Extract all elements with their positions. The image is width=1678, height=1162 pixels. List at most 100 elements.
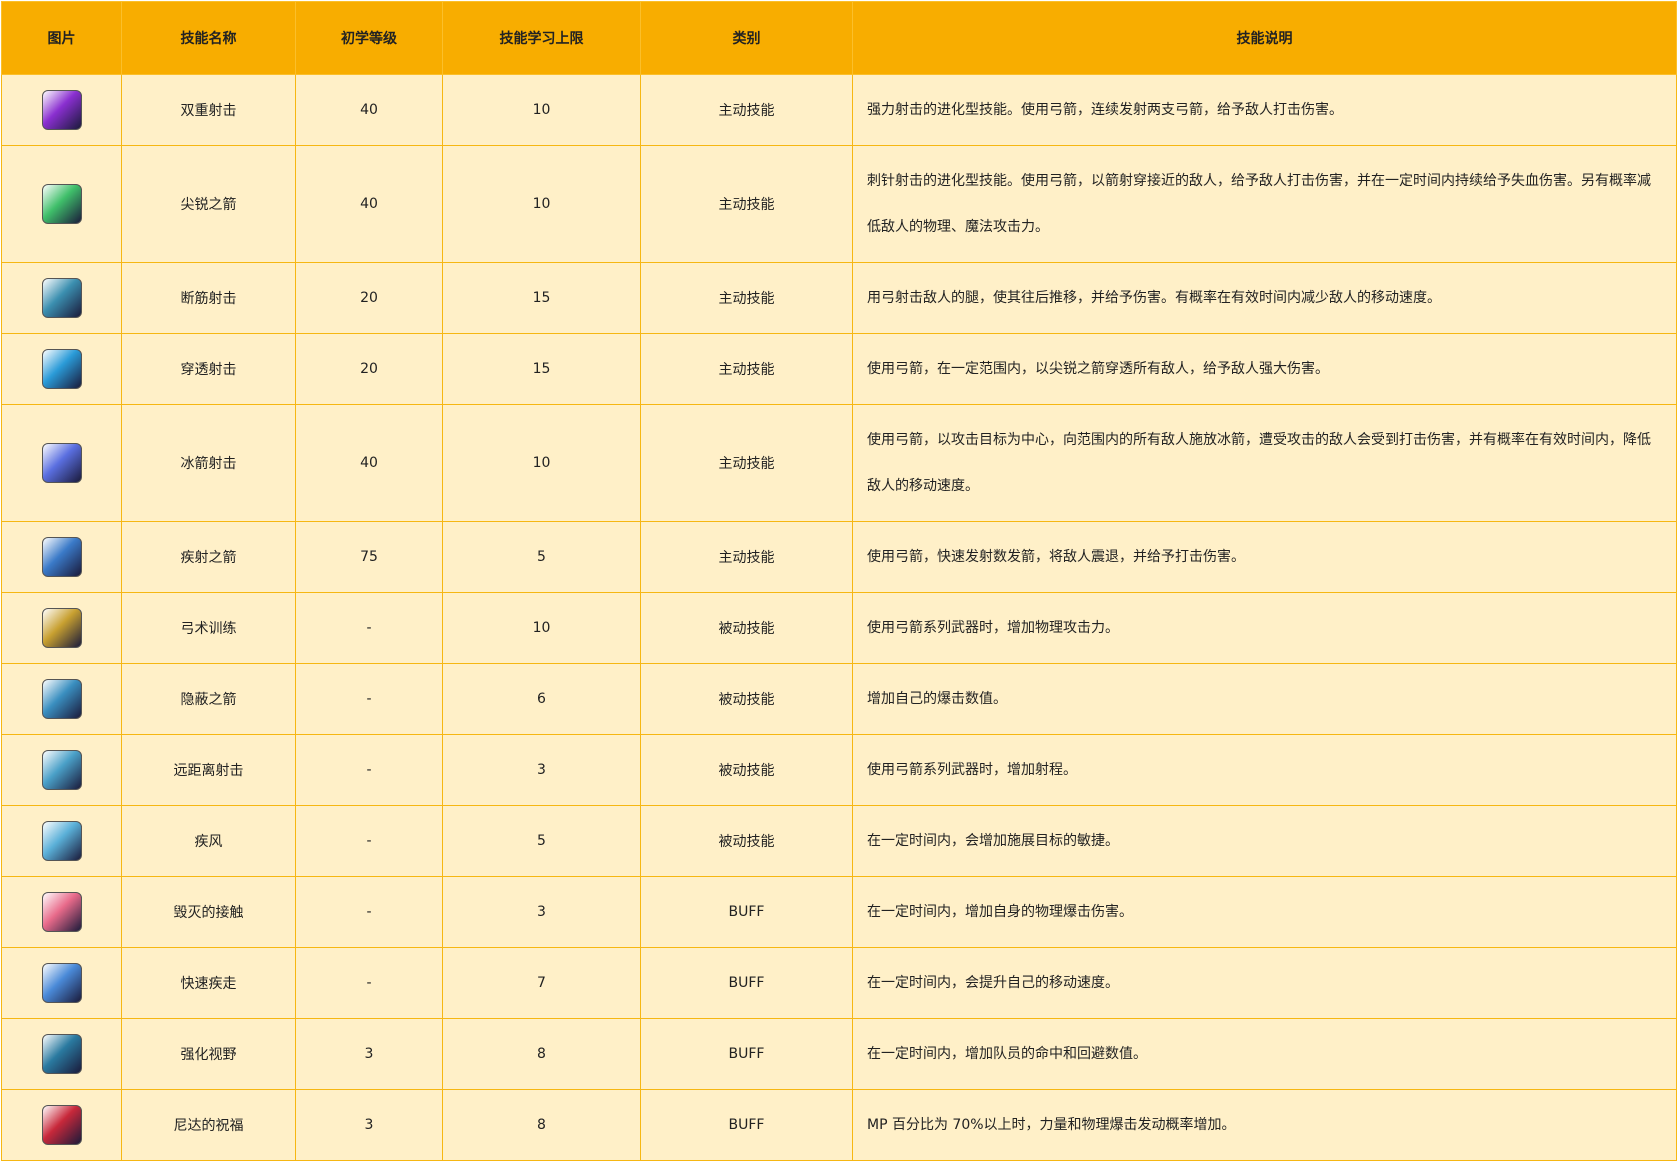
icon-cell — [1, 74, 122, 146]
icon-cell — [1, 145, 122, 263]
max-level: 10 — [442, 404, 641, 522]
skill-name: 双重射击 — [121, 74, 296, 146]
skill-name: 穿透射击 — [121, 333, 296, 405]
max-level: 3 — [442, 734, 641, 806]
start-level: - — [295, 947, 443, 1019]
skill-name: 疾射之箭 — [121, 521, 296, 593]
skill-type: BUFF — [640, 1018, 853, 1090]
skill-type: 主动技能 — [640, 262, 853, 334]
skill-type: BUFF — [640, 876, 853, 948]
skill-name: 尖锐之箭 — [121, 145, 296, 263]
table-row: 强化视野 3 8 BUFF 在一定时间内，增加队员的命中和回避数值。 — [1, 1018, 1677, 1090]
long-range-icon — [41, 750, 82, 790]
skill-description: MP 百分比为 70%以上时，力量和物理爆击发动概率增加。 — [852, 1089, 1677, 1161]
max-level: 7 — [442, 947, 641, 1019]
icon-cell — [1, 333, 122, 405]
sharp-arrow-icon — [41, 184, 82, 224]
skill-description: 使用弓箭系列武器时，增加射程。 — [852, 734, 1677, 806]
table-row: 双重射击 40 10 主动技能 强力射击的进化型技能。使用弓箭，连续发射两支弓箭，给予敌… — [1, 74, 1677, 146]
start-level: 40 — [295, 145, 443, 263]
skill-type: 被动技能 — [640, 805, 853, 877]
column-header: 初学等级 — [295, 1, 443, 75]
icon-cell — [1, 592, 122, 664]
max-level: 15 — [442, 262, 641, 334]
icon-cell — [1, 521, 122, 593]
max-level: 6 — [442, 663, 641, 735]
start-level: - — [295, 876, 443, 948]
skill-type: 主动技能 — [640, 333, 853, 405]
skill-description: 用弓射击敌人的腿，使其往后推移，并给予伤害。有概率在有效时间内减少敌人的移动速度… — [852, 262, 1677, 334]
icon-cell — [1, 947, 122, 1019]
column-header: 图片 — [1, 1, 122, 75]
table-row: 尼达的祝福 3 8 BUFF MP 百分比为 70%以上时，力量和物理爆击发动概率增加。 — [1, 1089, 1677, 1161]
skill-type: 被动技能 — [640, 592, 853, 664]
skill-description: 使用弓箭，在一定范围内，以尖锐之箭穿透所有敌人，给予敌人强大伤害。 — [852, 333, 1677, 405]
start-level: 75 — [295, 521, 443, 593]
table-row: 冰箭射击 40 10 主动技能 使用弓箭，以攻击目标为中心，向范围内的所有敌人施放冰箭，… — [1, 404, 1677, 522]
skill-description: 在一定时间内，增加自身的物理爆击伤害。 — [852, 876, 1677, 948]
column-header: 技能学习上限 — [442, 1, 641, 75]
skill-name: 远距离射击 — [121, 734, 296, 806]
start-level: - — [295, 592, 443, 664]
icon-cell — [1, 876, 122, 948]
gale-icon — [41, 821, 82, 861]
table-row: 断筋射击 20 15 主动技能 用弓射击敌人的腿，使其往后推移，并给予伤害。有概率在有效… — [1, 262, 1677, 334]
skill-type: BUFF — [640, 1089, 853, 1161]
skill-description: 使用弓箭系列武器时，增加物理攻击力。 — [852, 592, 1677, 664]
start-level: 20 — [295, 262, 443, 334]
max-level: 10 — [442, 74, 641, 146]
skill-name: 断筋射击 — [121, 262, 296, 334]
skill-description: 刺针射击的进化型技能。使用弓箭，以箭射穿接近的敌人，给予敌人打击伤害，并在一定时… — [852, 145, 1677, 263]
enhanced-vision-icon — [41, 1034, 82, 1074]
skill-name: 弓术训练 — [121, 592, 296, 664]
start-level: - — [295, 734, 443, 806]
table-row: 隐蔽之箭 -6 被动技能 增加自己的爆击数值。 — [1, 663, 1677, 735]
skill-name: 毁灭的接触 — [121, 876, 296, 948]
skill-name: 冰箭射击 — [121, 404, 296, 522]
skill-type: 主动技能 — [640, 404, 853, 522]
double-shot-icon — [41, 90, 82, 130]
icon-cell — [1, 262, 122, 334]
max-level: 5 — [442, 521, 641, 593]
nida-blessing-icon — [41, 1105, 82, 1145]
skill-type: 主动技能 — [640, 521, 853, 593]
archery-training-icon — [41, 608, 82, 648]
skill-type: 主动技能 — [640, 145, 853, 263]
column-header: 技能说明 — [852, 1, 1677, 75]
skill-description: 在一定时间内，会增加施展目标的敏捷。 — [852, 805, 1677, 877]
skill-description: 使用弓箭，以攻击目标为中心，向范围内的所有敌人施放冰箭，遭受攻击的敌人会受到打击… — [852, 404, 1677, 522]
skill-description: 使用弓箭，快速发射数发箭，将敌人震退，并给予打击伤害。 — [852, 521, 1677, 593]
skill-description: 强力射击的进化型技能。使用弓箭，连续发射两支弓箭，给予敌人打击伤害。 — [852, 74, 1677, 146]
max-level: 3 — [442, 876, 641, 948]
table-row: 疾射之箭 75 5 主动技能 使用弓箭，快速发射数发箭，将敌人震退，并给予打击伤害。 — [1, 521, 1677, 593]
start-level: 40 — [295, 74, 443, 146]
start-level: 40 — [295, 404, 443, 522]
start-level: - — [295, 805, 443, 877]
table-row: 疾风 -5 被动技能 在一定时间内，会增加施展目标的敏捷。 — [1, 805, 1677, 877]
skill-name: 强化视野 — [121, 1018, 296, 1090]
icon-cell — [1, 1018, 122, 1090]
max-level: 10 — [442, 145, 641, 263]
table-row: 毁灭的接触 -3 BUFF 在一定时间内，增加自身的物理爆击伤害。 — [1, 876, 1677, 948]
table-row: 远距离射击 -3 被动技能 使用弓箭系列武器时，增加射程。 — [1, 734, 1677, 806]
max-level: 5 — [442, 805, 641, 877]
skill-name: 尼达的祝福 — [121, 1089, 296, 1161]
skill-type: 主动技能 — [640, 74, 853, 146]
ice-arrow-icon — [41, 443, 82, 483]
max-level: 8 — [442, 1018, 641, 1090]
icon-cell — [1, 404, 122, 522]
destruction-touch-icon — [41, 892, 82, 932]
skill-name: 隐蔽之箭 — [121, 663, 296, 735]
icon-cell — [1, 1089, 122, 1161]
max-level: 10 — [442, 592, 641, 664]
start-level: 3 — [295, 1018, 443, 1090]
max-level: 15 — [442, 333, 641, 405]
table-row: 穿透射击 20 15 主动技能 使用弓箭，在一定范围内，以尖锐之箭穿透所有敌人，给予敌人… — [1, 333, 1677, 405]
icon-cell — [1, 734, 122, 806]
column-header: 技能名称 — [121, 1, 296, 75]
max-level: 8 — [442, 1089, 641, 1161]
pierce-shot-icon — [41, 349, 82, 389]
swift-run-icon — [41, 963, 82, 1003]
start-level: 3 — [295, 1089, 443, 1161]
